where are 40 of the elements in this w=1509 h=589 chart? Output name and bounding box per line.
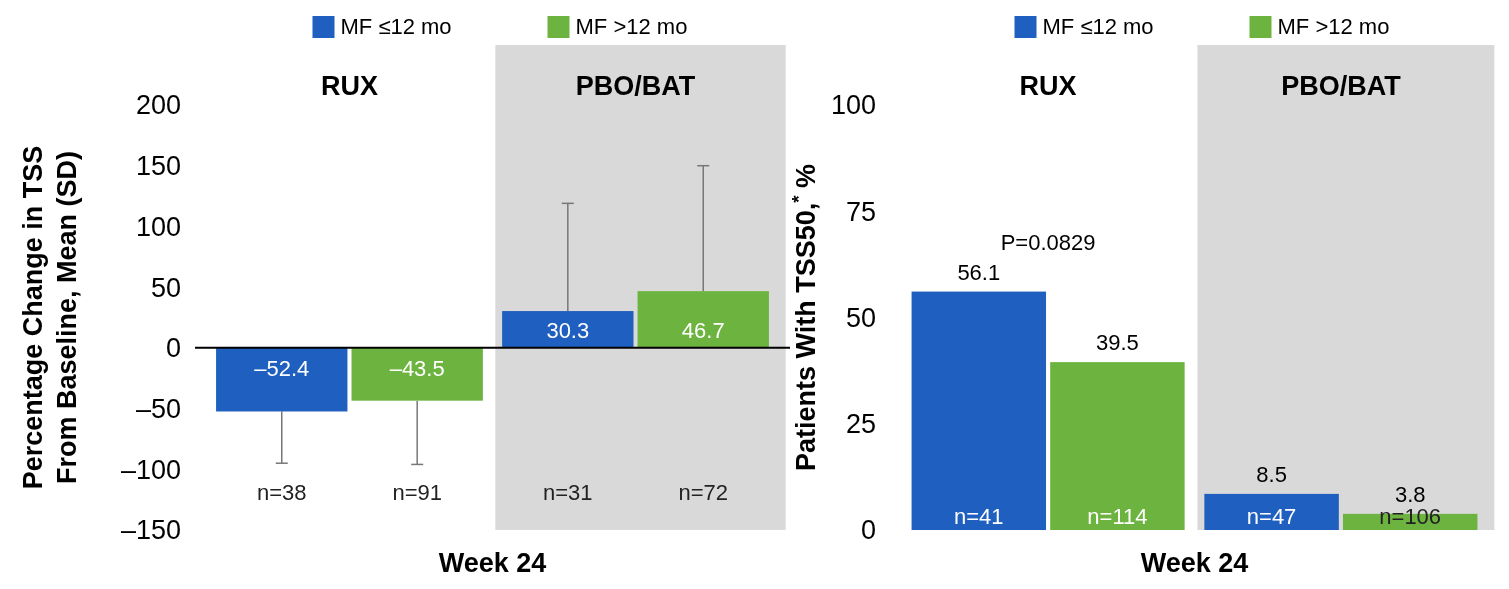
annotation: n=91 xyxy=(392,480,442,505)
y-tick-label: 0 xyxy=(165,333,181,364)
x-tick-label: RUX xyxy=(320,71,378,101)
x-axis-title: Week 24 xyxy=(1140,548,1249,578)
annotation: P=0.0829 xyxy=(1000,229,1096,255)
data-label: 39.5 xyxy=(1096,330,1139,356)
y-tick-label: 200 xyxy=(135,90,181,121)
y-tick-label: –150 xyxy=(120,515,181,546)
annotation: n=31 xyxy=(543,480,593,505)
y-tick-label: –100 xyxy=(120,454,181,485)
data-label: –52.4 xyxy=(254,355,310,381)
legend-label: MF ≤12 mo xyxy=(340,14,452,39)
legend-label: MF >12 mo xyxy=(1277,14,1390,39)
x-tick-label: PBO/BAT xyxy=(1281,71,1402,101)
legend-label: MF >12 mo xyxy=(575,14,688,39)
x-tick-label: RUX xyxy=(1019,71,1077,101)
annotation: n=41 xyxy=(954,504,1004,529)
x-axis-title: Week 24 xyxy=(438,548,547,578)
y-axis-title: Percentage Change in TSS From Baseline, Mean (SD) xyxy=(18,145,82,490)
x-tick-label: PBO/BAT xyxy=(575,71,696,101)
data-label: –43.5 xyxy=(389,355,445,381)
data-label: 46.7 xyxy=(681,317,725,343)
y-tick-label: 0 xyxy=(860,515,876,546)
y-tick-label: 25 xyxy=(845,409,876,440)
y-tick-label: 50 xyxy=(845,302,876,333)
annotation: n=38 xyxy=(256,480,307,505)
annotation: n=72 xyxy=(678,480,729,505)
y-tick-label: 100 xyxy=(135,211,181,242)
y-tick-label: 75 xyxy=(845,196,876,227)
annotation: n=47 xyxy=(1246,504,1297,529)
y-tick-label: 100 xyxy=(830,90,876,121)
legend-label: MF ≤12 mo xyxy=(1042,14,1154,39)
y-tick-label: 50 xyxy=(150,272,181,303)
data-label: 30.3 xyxy=(546,317,590,343)
y-tick-label: –50 xyxy=(135,394,181,425)
data-label: 3.8 xyxy=(1394,481,1426,507)
data-label: 56.1 xyxy=(957,259,1001,285)
y-tick-label: 150 xyxy=(135,151,181,182)
data-label: 8.5 xyxy=(1256,461,1287,487)
annotation: n=114 xyxy=(1087,504,1148,529)
